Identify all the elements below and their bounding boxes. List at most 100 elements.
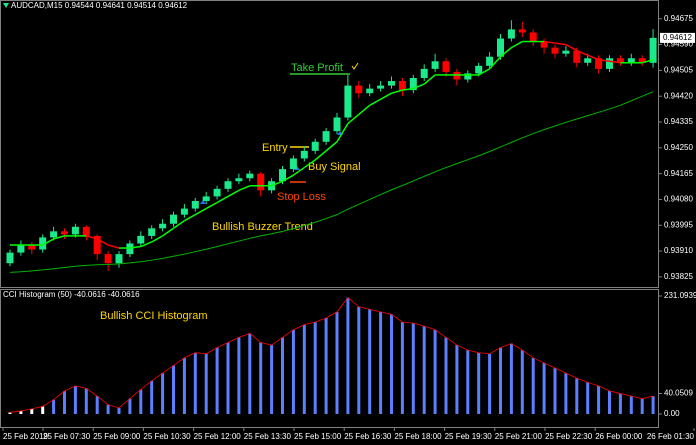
- y-tick-label: 0.93910: [664, 246, 693, 255]
- x-tick-label: 25 Feb 10:30: [143, 432, 191, 441]
- trend-line: [162, 227, 174, 237]
- histogram-bar: [575, 378, 579, 414]
- y-tick-label: 0.94675: [664, 14, 693, 23]
- y-tick-label: 0.94505: [664, 66, 693, 75]
- candle-body: [344, 85, 352, 118]
- y-tick-label: 0.94250: [664, 143, 693, 152]
- trend-line: [500, 47, 512, 58]
- histogram-bar: [509, 343, 513, 414]
- candle-body: [300, 150, 308, 159]
- candle-body: [562, 50, 570, 54]
- histogram-bar: [193, 352, 197, 414]
- y-tick-label: 0.94080: [664, 195, 693, 204]
- candle-body: [638, 58, 646, 63]
- histogram-bar: [117, 407, 121, 414]
- candle-body: [377, 85, 385, 89]
- y-tick-label: 231.0939: [664, 291, 696, 300]
- take-profit-label: Take Profit: [291, 62, 343, 74]
- histogram-bar: [564, 373, 568, 414]
- x-tick-label: 25 Feb 07:30: [43, 432, 91, 441]
- indicator-panel: [0, 289, 659, 428]
- price-panel: [0, 0, 659, 288]
- trend-line: [609, 60, 621, 64]
- candle-body: [159, 223, 167, 229]
- candle-body: [289, 158, 297, 170]
- histogram-bar: [139, 389, 143, 414]
- trend-line: [205, 201, 218, 210]
- x-tick-label: 25 Feb 21:00: [495, 432, 543, 441]
- histogram-bar: [455, 345, 459, 414]
- candle-body: [6, 252, 14, 264]
- histogram-bar: [640, 398, 644, 414]
- candle-body: [420, 68, 428, 78]
- y-tick-label: 0.93825: [664, 272, 693, 281]
- candle-body: [366, 88, 374, 94]
- x-tick-label: 25 Feb 15:00: [294, 432, 342, 441]
- candle-body: [333, 117, 341, 132]
- histogram-bar: [466, 350, 470, 414]
- trend-line: [478, 68, 490, 76]
- candle-body: [170, 214, 177, 224]
- price-label-box: [660, 32, 695, 43]
- histogram-bar: [313, 322, 317, 414]
- histogram-bar: [270, 345, 274, 414]
- histogram-bar: [302, 324, 306, 414]
- histogram-bar: [390, 314, 393, 414]
- trend-line: [641, 59, 654, 64]
- histogram-bar: [63, 391, 66, 414]
- trend-line: [173, 220, 185, 229]
- trend-line: [271, 180, 283, 187]
- candle-body: [409, 77, 417, 91]
- candle-body: [71, 226, 79, 235]
- candle-body: [246, 173, 254, 179]
- y-tick-label: 0.94420: [664, 91, 693, 100]
- candle-body: [616, 58, 624, 63]
- histogram-bar: [629, 396, 633, 414]
- histogram-bar: [422, 326, 426, 414]
- trend-line: [423, 74, 436, 85]
- candle-body: [442, 61, 450, 72]
- candle-body: [475, 65, 483, 74]
- histogram-bar: [161, 373, 165, 414]
- histogram-bar: [248, 333, 252, 414]
- trend-line: [413, 83, 425, 90]
- histogram-bar: [488, 353, 492, 414]
- trend-line: [565, 43, 578, 52]
- histogram-bar: [237, 337, 241, 414]
- candle-body: [453, 71, 461, 80]
- trend-line: [489, 56, 502, 70]
- trend-line: [369, 98, 381, 106]
- candle-body: [115, 254, 123, 264]
- trend-line: [194, 207, 207, 216]
- trend-line: [238, 185, 251, 192]
- histogram-bar: [608, 391, 611, 414]
- x-tick-label: 25 Feb 2019: [3, 432, 48, 441]
- x-tick-label: 25 Feb 13:30: [244, 432, 292, 441]
- candle-body: [180, 208, 188, 215]
- candle-body: [50, 231, 58, 238]
- histogram-bar: [172, 365, 175, 414]
- histogram-label: Bullish CCI Histogram: [100, 310, 208, 322]
- trend-line: [598, 59, 610, 63]
- histogram-bar: [618, 393, 622, 414]
- trend-line: [380, 92, 392, 100]
- histogram-bar: [215, 347, 219, 414]
- x-tick-label: 25 Feb 19:30: [445, 432, 493, 441]
- trend-line: [227, 189, 240, 198]
- candle-body: [311, 141, 319, 151]
- histogram-bar: [553, 368, 557, 414]
- check-icon: [351, 62, 359, 70]
- histogram-bar: [150, 380, 154, 414]
- candle-body: [507, 29, 515, 39]
- histogram-bar: [30, 408, 34, 414]
- candle-body: [82, 226, 90, 236]
- histogram-bar: [651, 396, 655, 414]
- candle-body: [355, 85, 363, 94]
- candle-body: [529, 32, 537, 42]
- candle-body: [322, 131, 330, 142]
- candle-body: [540, 41, 548, 48]
- candle-body: [28, 245, 36, 250]
- histogram-bar: [586, 382, 590, 414]
- candle-body: [191, 200, 199, 209]
- histogram-outline: [9, 297, 654, 413]
